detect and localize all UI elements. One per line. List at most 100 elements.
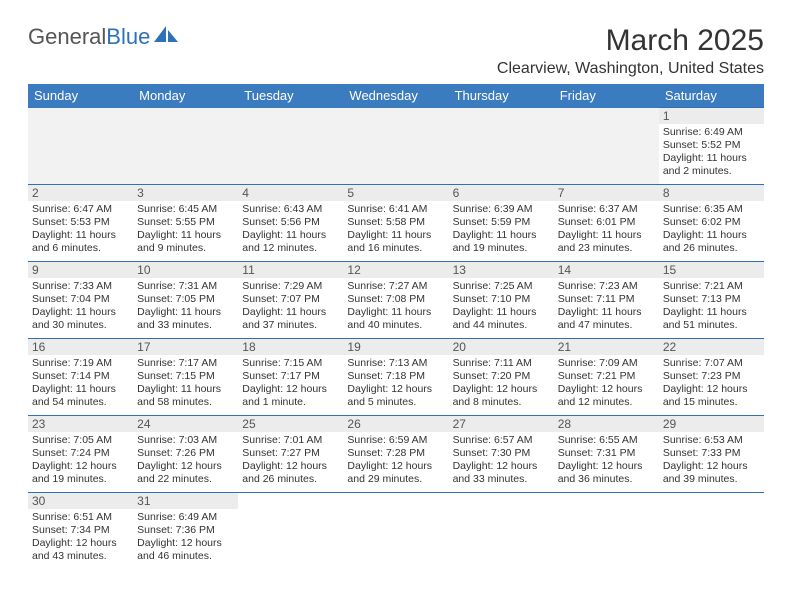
calendar-cell: 19Sunrise: 7:13 AMSunset: 7:18 PMDayligh… (343, 339, 448, 416)
day-number: 6 (449, 185, 554, 201)
calendar-cell: 30 Sunrise: 6:51 AMSunset: 7:34 PMDayligh… (28, 493, 133, 570)
day-info: Sunrise: 7:29 AMSunset: 7:07 PMDaylight:… (242, 280, 339, 333)
day-info: Sunrise: 7:25 AMSunset: 7:10 PMDaylight:… (453, 280, 550, 333)
day-info: Sunrise: 7:27 AMSunset: 7:08 PMDaylight:… (347, 280, 444, 333)
day-number: 31 (133, 493, 238, 509)
calendar-cell: 26 Sunrise: 6:59 AMSunset: 7:28 PMDayligh… (343, 416, 448, 493)
day-info: Sunrise: 6:45 AMSunset: 5:55 PMDaylight:… (137, 203, 234, 256)
calendar-cell: 6 Sunrise: 6:39 AMSunset: 5:59 PMDaylight… (449, 185, 554, 262)
calendar-cell (343, 108, 448, 185)
calendar-cell (28, 108, 133, 185)
day-info: Sunrise: 7:17 AMSunset: 7:15 PMDaylight:… (137, 357, 234, 410)
calendar-cell: 4Sunrise: 6:43 AMSunset: 5:56 PMDaylight… (238, 185, 343, 262)
calendar-cell: 24 Sunrise: 7:03 AMSunset: 7:26 PMDayligh… (133, 416, 238, 493)
day-info: Sunrise: 6:49 AMSunset: 7:36 PMDaylight:… (137, 511, 234, 564)
day-number: 30 (28, 493, 133, 509)
day-info: Sunrise: 6:53 AMSunset: 7:33 PMDaylight:… (663, 434, 760, 487)
day-number: 25 (238, 416, 343, 432)
title-block: March 2025 Clearview, Washington, United… (497, 24, 764, 78)
calendar-cell: 15Sunrise: 7:21 AMSunset: 7:13 PMDayligh… (659, 262, 764, 339)
day-number: 22 (659, 339, 764, 355)
header: GeneralBlue March 2025 Clearview, Washin… (28, 24, 764, 78)
day-info: Sunrise: 7:33 AMSunset: 7:04 PMDaylight:… (32, 280, 129, 333)
calendar-cell: 21 Sunrise: 7:09 AMSunset: 7:21 PMDayligh… (554, 339, 659, 416)
day-number: 15 (659, 262, 764, 278)
calendar-cell: 13Sunrise: 7:25 AMSunset: 7:10 PMDayligh… (449, 262, 554, 339)
calendar-cell: 20 Sunrise: 7:11 AMSunset: 7:20 PMDayligh… (449, 339, 554, 416)
day-number: 23 (28, 416, 133, 432)
day-number: 20 (449, 339, 554, 355)
calendar-cell: 23Sunrise: 7:05 AMSunset: 7:24 PMDayligh… (28, 416, 133, 493)
calendar-cell: 28Sunrise: 6:55 AMSunset: 7:31 PMDayligh… (554, 416, 659, 493)
calendar-cell (554, 108, 659, 185)
calendar-cell: 11 Sunrise: 7:29 AMSunset: 7:07 PMDayligh… (238, 262, 343, 339)
day-number: 18 (238, 339, 343, 355)
day-number: 17 (133, 339, 238, 355)
day-info: Sunrise: 7:23 AMSunset: 7:11 PMDaylight:… (558, 280, 655, 333)
day-info: Sunrise: 7:09 AMSunset: 7:21 PMDaylight:… (558, 357, 655, 410)
day-number: 21 (554, 339, 659, 355)
calendar-cell: 5 Sunrise: 6:41 AMSunset: 5:58 PMDaylight… (343, 185, 448, 262)
day-number: 29 (659, 416, 764, 432)
day-number: 27 (449, 416, 554, 432)
day-info: Sunrise: 6:47 AMSunset: 5:53 PMDaylight:… (32, 203, 129, 256)
calendar-cell: 1Sunrise: 6:49 AMSunset: 5:52 PMDaylight… (659, 108, 764, 185)
logo: GeneralBlue (28, 24, 180, 50)
day-info: Sunrise: 7:19 AMSunset: 7:14 PMDaylight:… (32, 357, 129, 410)
day-number: 28 (554, 416, 659, 432)
day-info: Sunrise: 7:11 AMSunset: 7:20 PMDaylight:… (453, 357, 550, 410)
day-number: 9 (28, 262, 133, 278)
day-info: Sunrise: 6:41 AMSunset: 5:58 PMDaylight:… (347, 203, 444, 256)
day-info: Sunrise: 6:59 AMSunset: 7:28 PMDaylight:… (347, 434, 444, 487)
calendar-cell: 22 Sunrise: 7:07 AMSunset: 7:23 PMDayligh… (659, 339, 764, 416)
calendar-cell: 12 Sunrise: 7:27 AMSunset: 7:08 PMDayligh… (343, 262, 448, 339)
day-info: Sunrise: 7:13 AMSunset: 7:18 PMDaylight:… (347, 357, 444, 410)
weekday-header: Wednesday (343, 84, 448, 108)
day-info: Sunrise: 6:57 AMSunset: 7:30 PMDaylight:… (453, 434, 550, 487)
calendar-row: 30 Sunrise: 6:51 AMSunset: 7:34 PMDayligh… (28, 493, 764, 570)
day-info: Sunrise: 7:03 AMSunset: 7:26 PMDaylight:… (137, 434, 234, 487)
calendar-cell: 16 Sunrise: 7:19 AMSunset: 7:14 PMDayligh… (28, 339, 133, 416)
day-number: 4 (238, 185, 343, 201)
calendar-cell: 14 Sunrise: 7:23 AMSunset: 7:11 PMDayligh… (554, 262, 659, 339)
day-number: 2 (28, 185, 133, 201)
weekday-header: Thursday (449, 84, 554, 108)
day-number: 3 (133, 185, 238, 201)
day-number: 1 (659, 108, 764, 124)
calendar-cell: 27 Sunrise: 6:57 AMSunset: 7:30 PMDayligh… (449, 416, 554, 493)
day-number: 24 (133, 416, 238, 432)
day-number: 11 (238, 262, 343, 278)
calendar-cell (133, 108, 238, 185)
day-info: Sunrise: 6:35 AMSunset: 6:02 PMDaylight:… (663, 203, 760, 256)
calendar-row: 23Sunrise: 7:05 AMSunset: 7:24 PMDayligh… (28, 416, 764, 493)
calendar-body: 1Sunrise: 6:49 AMSunset: 5:52 PMDaylight… (28, 108, 764, 570)
calendar-cell: 7 Sunrise: 6:37 AMSunset: 6:01 PMDaylight… (554, 185, 659, 262)
day-info: Sunrise: 6:51 AMSunset: 7:34 PMDaylight:… (32, 511, 129, 564)
day-number: 5 (343, 185, 448, 201)
calendar-cell (238, 108, 343, 185)
calendar-cell: 17 Sunrise: 7:17 AMSunset: 7:15 PMDayligh… (133, 339, 238, 416)
day-number: 16 (28, 339, 133, 355)
calendar-cell (659, 493, 764, 570)
day-info: Sunrise: 7:07 AMSunset: 7:23 PMDaylight:… (663, 357, 760, 410)
weekday-header: Monday (133, 84, 238, 108)
calendar-cell (449, 493, 554, 570)
calendar-cell: 18Sunrise: 7:15 AMSunset: 7:17 PMDayligh… (238, 339, 343, 416)
calendar-row: 1Sunrise: 6:49 AMSunset: 5:52 PMDaylight… (28, 108, 764, 185)
calendar-cell: 8Sunrise: 6:35 AMSunset: 6:02 PMDaylight… (659, 185, 764, 262)
calendar-cell: 10Sunrise: 7:31 AMSunset: 7:05 PMDayligh… (133, 262, 238, 339)
weekday-header: Saturday (659, 84, 764, 108)
logo-text-blue: Blue (106, 24, 150, 50)
sail-icon (154, 24, 180, 50)
calendar-cell (343, 493, 448, 570)
day-number: 26 (343, 416, 448, 432)
day-number: 14 (554, 262, 659, 278)
weekday-header: Friday (554, 84, 659, 108)
calendar-table: Sunday Monday Tuesday Wednesday Thursday… (28, 84, 764, 569)
day-info: Sunrise: 6:37 AMSunset: 6:01 PMDaylight:… (558, 203, 655, 256)
day-number: 7 (554, 185, 659, 201)
day-info: Sunrise: 6:39 AMSunset: 5:59 PMDaylight:… (453, 203, 550, 256)
day-number: 12 (343, 262, 448, 278)
day-info: Sunrise: 7:31 AMSunset: 7:05 PMDaylight:… (137, 280, 234, 333)
calendar-row: 9 Sunrise: 7:33 AMSunset: 7:04 PMDaylight… (28, 262, 764, 339)
